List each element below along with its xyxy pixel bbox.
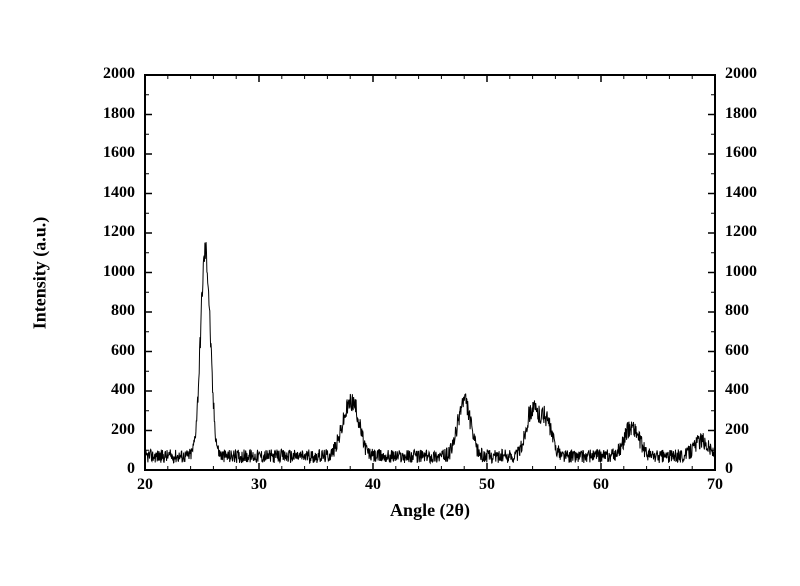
y-axis-label: Intensity (a.u.) — [30, 216, 51, 329]
xrd-chart — [0, 0, 800, 586]
x-axis-label: Angle (2θ) — [390, 500, 470, 521]
